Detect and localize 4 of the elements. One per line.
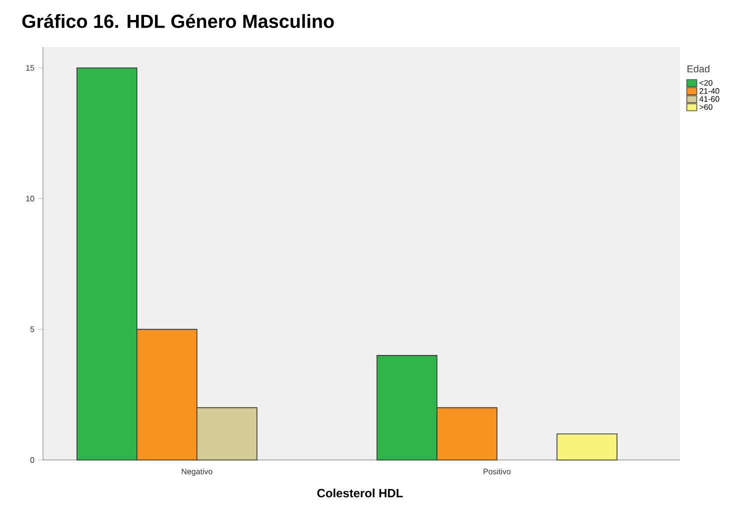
- x-axis-title: Colesterol HDL: [317, 488, 403, 498]
- chart-title: Gráfico 16. HDL Género Masculino: [22, 14, 334, 28]
- bar: [556, 433, 618, 460]
- legend-title: Edad: [688, 65, 710, 72]
